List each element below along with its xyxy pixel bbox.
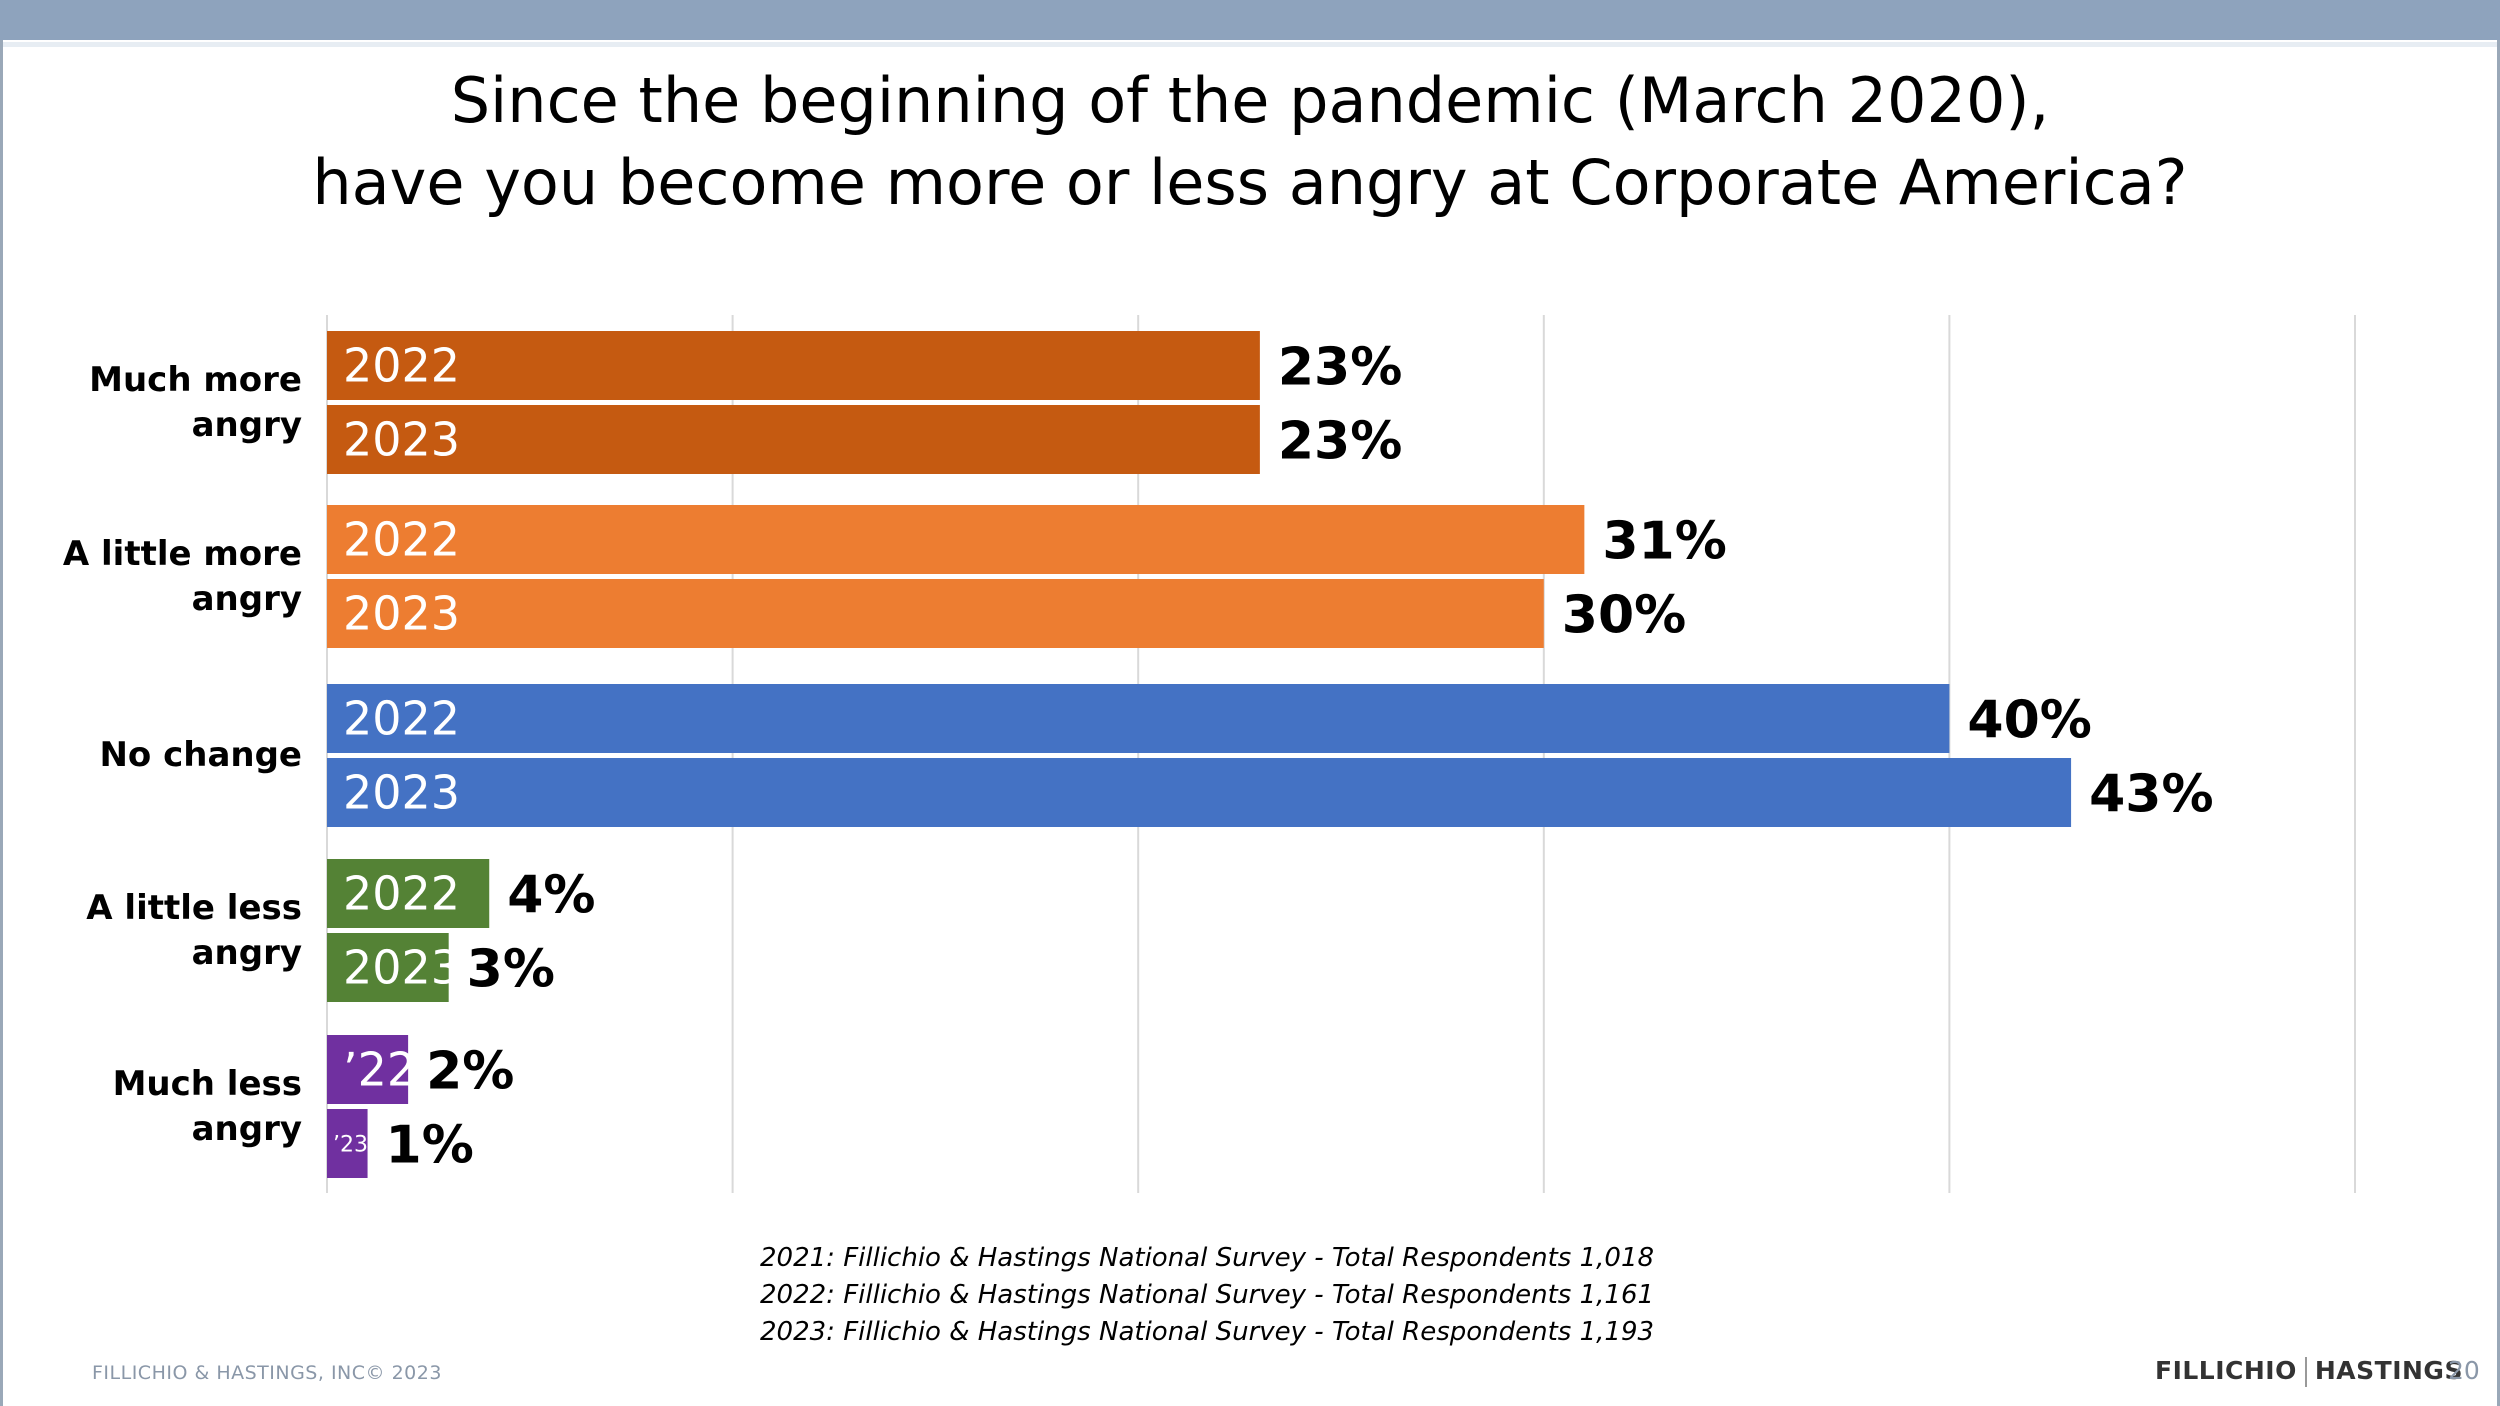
bar-value-label: 40%	[1967, 691, 2091, 751]
bar-year-tag: 2022	[343, 513, 460, 567]
bar-a-little-more-angry-2022	[327, 505, 1585, 574]
bar-a-little-less-angry-2023	[327, 933, 449, 1002]
bar-value-label: 31%	[1602, 512, 1726, 572]
bar-much-less-angry-2023	[327, 1109, 368, 1178]
bar-value-label: 3%	[467, 940, 555, 1000]
top-banner-rule	[0, 42, 2500, 47]
bar-no-change-2023	[327, 758, 2072, 827]
bar-value-label: 23%	[1278, 338, 1402, 398]
category-label-line-1: A little less	[86, 887, 302, 928]
brand-logo-right: HASTINGS	[2314, 1356, 2463, 1385]
bar-a-little-less-angry-2022	[327, 859, 490, 928]
slide-title-line-2: have you become more or less angry at Co…	[312, 146, 2188, 219]
bar-value-label: 43%	[2089, 765, 2213, 825]
category-label-line-2: angry	[191, 404, 302, 445]
bar-year-tag: 2023	[343, 413, 460, 467]
bar-year-tag: 2023	[343, 587, 460, 641]
category-label-line-2: angry	[191, 1108, 302, 1149]
footnote-2023: 2023: Fillichio & Hastings National Surv…	[760, 1317, 1655, 1347]
bar-much-more-angry-2022	[327, 331, 1260, 400]
bar-much-more-angry-2023	[327, 405, 1260, 474]
bar-value-label: 4%	[507, 866, 595, 926]
top-banner	[0, 0, 2500, 40]
survey-footnotes: 2021: Fillichio & Hastings National Surv…	[760, 1240, 1760, 1351]
bar-no-change-2022	[327, 684, 1950, 753]
bar-year-tag: 2022	[343, 339, 460, 393]
page-number: 20	[2448, 1356, 2480, 1385]
footnote-2021: 2021: Fillichio & Hastings National Surv…	[760, 1243, 1655, 1273]
category-label-line-1: A little more	[62, 533, 302, 574]
right-frame-border	[2497, 40, 2500, 1406]
brand-logo-divider	[2304, 1357, 2307, 1387]
left-frame-border	[0, 40, 3, 1406]
slide-title-line-1: Since the beginning of the pandemic (Mar…	[450, 64, 2050, 137]
bar-much-less-angry-2022	[327, 1035, 409, 1104]
bar-value-label: 23%	[1278, 412, 1402, 472]
bar-value-label: 30%	[1562, 586, 1686, 646]
category-label-much-less-angry: Much less angry	[2, 1062, 302, 1152]
brand-logo-left: FILLICHIO	[2155, 1356, 2297, 1385]
category-label-a-little-more-angry: A little more angry	[2, 532, 302, 622]
category-label-line-2: angry	[191, 578, 302, 619]
category-label-line-1: No change	[99, 735, 302, 775]
bar-value-label: 2%	[426, 1042, 514, 1102]
category-label-line-2: angry	[191, 932, 302, 973]
bar-year-tag: ’23	[333, 1133, 368, 1158]
brand-logo: FILLICHIO HASTINGS	[2155, 1356, 2463, 1387]
category-label-line-1: Much more	[89, 359, 302, 400]
footnote-2022: 2022: Fillichio & Hastings National Surv…	[760, 1280, 1655, 1310]
bar-year-tag: ’22	[343, 1043, 416, 1097]
copyright-text: FILLICHIO & HASTINGS, INC© 2023	[92, 1362, 442, 1384]
bar-year-tag: 2023	[343, 766, 460, 820]
category-label-no-change: No change	[2, 733, 302, 778]
category-label-line-1: Much less	[112, 1063, 302, 1104]
category-label-much-more-angry: Much more angry	[2, 358, 302, 448]
category-label-a-little-less-angry: A little less angry	[2, 886, 302, 976]
bar-year-tag: 2022	[343, 867, 460, 921]
bar-year-tag: 2022	[343, 692, 460, 746]
bar-year-tag: 2023	[343, 941, 460, 995]
slide-title: Since the beginning of the pandemic (Mar…	[150, 60, 2350, 224]
bar-value-label: 1%	[386, 1116, 474, 1176]
bar-a-little-more-angry-2023	[327, 579, 1544, 648]
